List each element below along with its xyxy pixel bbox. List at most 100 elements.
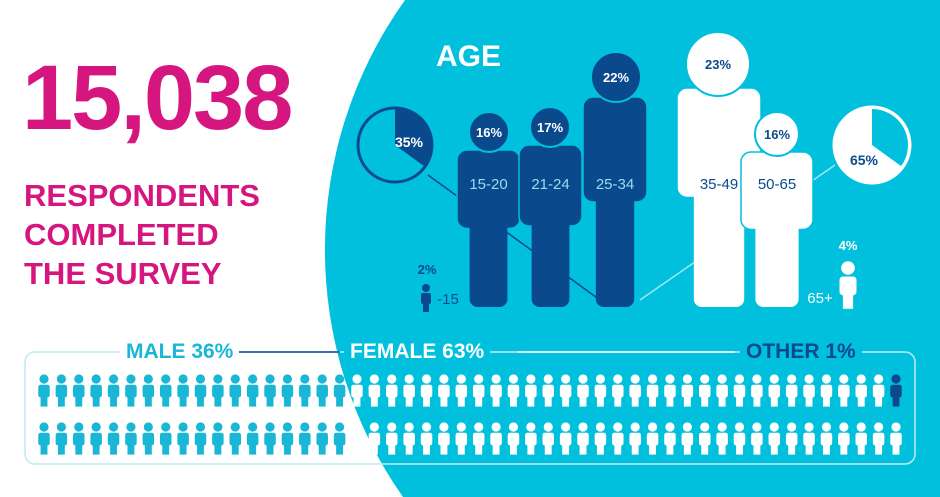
female-person-icon <box>681 422 694 455</box>
person-legs <box>283 395 291 407</box>
person-head <box>821 422 832 432</box>
female-person-icon <box>785 422 798 455</box>
person-legs <box>57 443 65 455</box>
person-legs <box>701 443 709 455</box>
male-person-icon <box>316 374 328 407</box>
person-legs <box>857 443 865 455</box>
person-head <box>717 422 727 432</box>
age-figure--15 <box>421 284 431 312</box>
person-head <box>74 422 84 432</box>
person-body <box>299 384 311 398</box>
person-head <box>230 374 240 384</box>
female-person-icon <box>542 374 554 407</box>
person-body <box>368 384 381 398</box>
female-person-icon <box>542 422 554 455</box>
person-head <box>717 374 727 384</box>
person-head <box>508 422 519 432</box>
male-person-icon <box>90 422 102 455</box>
figure-percent: 17% <box>537 120 563 135</box>
person-body <box>333 384 346 398</box>
person-body <box>177 384 189 398</box>
person-head <box>839 374 849 384</box>
person-head <box>787 422 797 432</box>
person-legs <box>596 443 604 455</box>
person-head <box>195 374 206 384</box>
person-body <box>890 384 902 398</box>
person-body <box>421 293 431 304</box>
person-head <box>456 374 466 384</box>
person-body <box>785 432 798 446</box>
female-person-icon <box>698 374 711 407</box>
person-legs <box>475 395 483 407</box>
person-legs <box>631 395 639 407</box>
person-legs <box>857 395 865 407</box>
figure-percent: 22% <box>603 70 629 85</box>
person-legs <box>805 395 813 407</box>
person-body <box>785 384 798 398</box>
person-body <box>681 432 694 446</box>
person-legs <box>822 395 830 407</box>
other-label: OTHER 1% <box>740 340 862 364</box>
figure-legs <box>595 190 635 307</box>
person-body <box>507 384 520 398</box>
female-person-icon <box>490 422 502 455</box>
person-legs <box>144 443 152 455</box>
person-head <box>369 374 379 384</box>
person-body <box>716 384 728 398</box>
person-legs <box>562 395 570 407</box>
person-body <box>438 432 450 446</box>
figure-head <box>754 111 800 157</box>
person-legs <box>75 395 83 407</box>
person-head <box>352 422 362 432</box>
person-body <box>246 432 259 446</box>
person-body <box>629 432 641 446</box>
person-head <box>300 422 310 432</box>
person-body <box>612 384 624 398</box>
person-body <box>316 432 328 446</box>
person-head <box>752 374 762 384</box>
person-head <box>595 374 606 384</box>
male-person-icon <box>90 374 102 407</box>
female-person-icon <box>820 374 833 407</box>
figure-head <box>685 31 751 97</box>
person-head <box>474 422 484 432</box>
person-head <box>578 422 588 432</box>
male-person-icon <box>281 374 294 407</box>
person-head <box>456 422 466 432</box>
male-person-icon <box>212 374 224 407</box>
person-legs <box>423 395 430 407</box>
female-person-icon <box>646 422 659 455</box>
person-legs <box>457 443 465 455</box>
female-person-icon <box>785 374 798 407</box>
person-legs <box>527 443 535 455</box>
person-head <box>213 374 223 384</box>
person-body <box>839 276 857 296</box>
person-head <box>561 374 571 384</box>
person-legs <box>110 443 118 455</box>
figure-percent: 4% <box>839 238 858 253</box>
male-person-icon <box>246 422 259 455</box>
person-head <box>561 422 571 432</box>
male-person-icon <box>194 374 207 407</box>
person-legs <box>336 443 344 455</box>
person-head <box>821 374 832 384</box>
person-head <box>491 374 501 384</box>
person-body <box>733 432 746 446</box>
person-head <box>39 374 49 384</box>
subtitle-line: THE SURVEY <box>24 256 222 291</box>
female-person-icon <box>507 374 520 407</box>
pie-slice <box>872 109 909 167</box>
person-body <box>264 384 276 398</box>
person-legs <box>475 443 483 455</box>
gender-box <box>24 351 916 465</box>
person-body <box>90 384 102 398</box>
person-body <box>820 384 833 398</box>
person-body <box>351 432 363 446</box>
person-head <box>526 374 536 384</box>
person-head <box>856 374 866 384</box>
person-legs <box>701 395 709 407</box>
figure-percent: 2% <box>418 262 437 277</box>
figure-age-label: 35-49 <box>700 176 738 193</box>
male-person-icon <box>55 422 68 455</box>
female-person-icon <box>420 374 433 407</box>
